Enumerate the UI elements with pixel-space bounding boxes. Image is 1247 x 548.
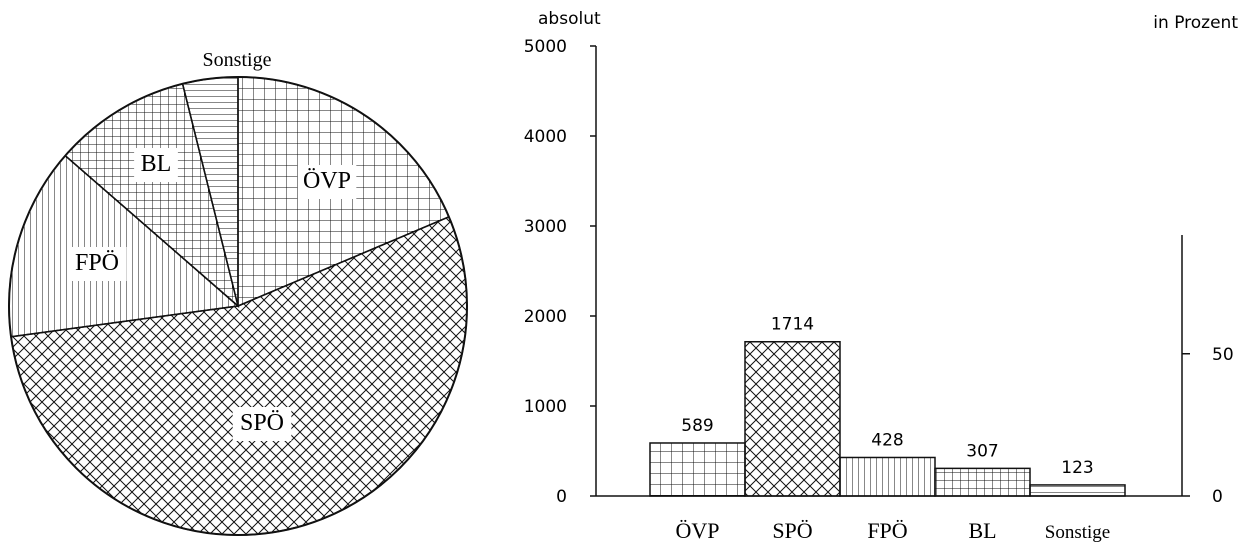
left-ticks: 0 1000 2000 3000 4000 5000 — [524, 37, 596, 507]
pie-chart: ÖVP SPÖ FPÖ BL Sonstige — [8, 49, 468, 536]
pie-label-bg-fpoe — [67, 247, 127, 281]
bar-value-label-oevp: 589 — [681, 416, 713, 436]
bars — [649, 340, 1126, 497]
bar-value-label-spoe: 1714 — [771, 315, 814, 335]
bar-value-label-bl: 307 — [966, 441, 998, 461]
left-tick-label-4000: 4000 — [524, 127, 567, 147]
pie-outline — [8, 76, 468, 536]
bar-category-label-spoe: SPÖ — [772, 518, 812, 543]
bar-fpoe — [839, 456, 936, 497]
bar-value-label-fpoe: 428 — [871, 430, 903, 450]
left-tick-label-0: 0 — [556, 487, 567, 507]
bar-value-labels: 589 1714 428 307 123 — [681, 315, 1093, 478]
y-axis-title-right: in Prozent — [1153, 13, 1238, 33]
bar-category-label-bl: BL — [968, 518, 996, 543]
left-tick-label-5000: 5000 — [524, 37, 567, 57]
bar-category-labels: ÖVP SPÖ FPÖ BL Sonstige — [675, 518, 1110, 543]
pie-label-bg-spoe — [232, 407, 292, 441]
right-ticks: 0 50 — [1182, 345, 1234, 507]
bar-category-label-sonstige: Sonstige — [1045, 522, 1110, 543]
bar-sonstige — [1029, 484, 1126, 497]
bar-spoe — [744, 340, 841, 497]
bar-value-label-sonstige: 123 — [1061, 458, 1093, 478]
pie-label-bg-oevp — [297, 165, 357, 199]
pie-label-bg-bl — [134, 148, 178, 182]
left-tick-label-3000: 3000 — [524, 217, 567, 237]
left-tick-label-1000: 1000 — [524, 397, 567, 417]
left-tick-label-2000: 2000 — [524, 307, 567, 327]
right-tick-label-0: 0 — [1212, 487, 1223, 507]
bar-chart: absolut in Prozent 010002000300040005000… — [524, 9, 1239, 543]
pie-label-oevp: ÖVP — [303, 168, 351, 194]
y-axis-title-left: absolut — [538, 9, 601, 29]
pie-label-fpoe: FPÖ — [75, 250, 119, 276]
bar-category-label-oevp: ÖVP — [675, 518, 719, 543]
bar-oevp — [649, 442, 746, 497]
right-tick-label-50: 50 — [1212, 345, 1234, 365]
bar-category-label-fpoe: FPÖ — [867, 518, 907, 543]
pie-label-sonstige: Sonstige — [203, 49, 272, 71]
bar-bl — [934, 467, 1031, 497]
pie-label-spoe: SPÖ — [240, 410, 284, 436]
pie-label-bl: BL — [141, 151, 172, 177]
